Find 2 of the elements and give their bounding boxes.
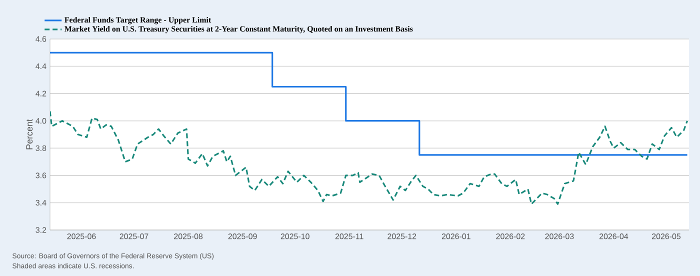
y-axis-title: Percent — [26, 119, 33, 150]
line-series — [50, 110, 688, 205]
